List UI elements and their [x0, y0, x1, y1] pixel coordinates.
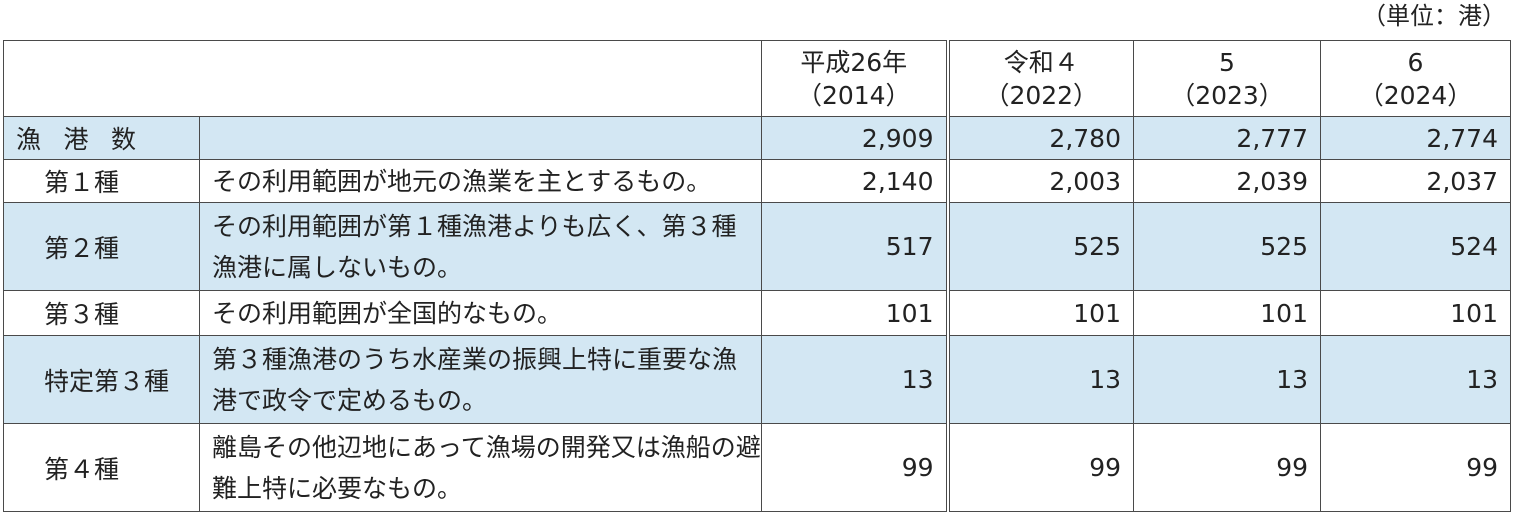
header-blank-cell [3, 40, 762, 117]
value-cell: 2,774 [1320, 116, 1511, 160]
value-cell: 2,039 [1133, 159, 1321, 203]
value-cell: 101 [1320, 290, 1511, 336]
value-cell: 99 [761, 423, 948, 512]
table-row: 第４種 離島その他辺地にあって漁場の開発又は漁船の避難上特に必要なもの。 99 … [3, 423, 1511, 512]
row-name: 第１種 [3, 159, 200, 203]
value-cell: 2,140 [761, 159, 948, 203]
row-description: その利用範囲が第１種漁港よりも広く、第３種漁港に属しないもの。 [199, 202, 762, 291]
value-cell: 2,780 [945, 116, 1134, 160]
row-name: 漁港数 [3, 116, 200, 160]
row-name: 第３種 [3, 290, 200, 336]
column-header-line2: （2022） [984, 80, 1099, 110]
value-cell: 2,777 [1133, 116, 1321, 160]
row-name: 第２種 [3, 202, 200, 291]
header-row: 平成26年 （2014） 令和４ （2022） 5 （2023） 6 （2024… [3, 40, 1511, 117]
column-header-line1: 平成26年 [800, 47, 908, 77]
column-header-line2: （2023） [1170, 80, 1284, 110]
value-cell: 2,037 [1320, 159, 1511, 203]
value-cell: 101 [1133, 290, 1321, 336]
table-row: 漁港数 2,909 2,780 2,777 2,774 [3, 116, 1511, 160]
value-cell: 99 [1133, 423, 1321, 512]
column-header: 5 （2023） [1133, 40, 1321, 117]
row-description: 第３種漁港のうち水産業の振興上特に重要な漁港で政令で定めるもの。 [199, 335, 762, 424]
unit-note: （単位：港） [1362, 2, 1506, 30]
fishing-port-table: 平成26年 （2014） 令和４ （2022） 5 （2023） 6 （2024… [3, 40, 1511, 512]
row-description: 離島その他辺地にあって漁場の開発又は漁船の避難上特に必要なもの。 [199, 423, 762, 512]
row-name: 特定第３種 [3, 335, 200, 424]
value-cell: 525 [945, 202, 1134, 291]
value-cell: 517 [761, 202, 948, 291]
column-header: 6 （2024） [1320, 40, 1511, 117]
value-cell: 525 [1133, 202, 1321, 291]
column-header-line2: （2024） [1358, 80, 1473, 110]
value-cell: 101 [761, 290, 948, 336]
column-header-line2: （2014） [796, 80, 911, 110]
table-row: 第１種 その利用範囲が地元の漁業を主とするもの。 2,140 2,003 2,0… [3, 159, 1511, 203]
value-cell: 13 [761, 335, 948, 424]
table-row: 第３種 その利用範囲が全国的なもの。 101 101 101 101 [3, 290, 1511, 336]
value-cell: 99 [1320, 423, 1511, 512]
value-cell: 99 [945, 423, 1134, 512]
column-header: 平成26年 （2014） [761, 40, 948, 117]
column-header-line1: 6 [1407, 47, 1424, 77]
value-cell: 13 [945, 335, 1134, 424]
row-description: その利用範囲が全国的なもの。 [199, 290, 762, 336]
value-cell: 13 [1133, 335, 1321, 424]
value-cell: 2,003 [945, 159, 1134, 203]
column-header-line1: 5 [1219, 47, 1235, 77]
value-cell: 2,909 [761, 116, 948, 160]
table-row: 第２種 その利用範囲が第１種漁港よりも広く、第３種漁港に属しないもの。 517 … [3, 202, 1511, 291]
column-header-line1: 令和４ [1003, 47, 1079, 77]
row-name: 第４種 [3, 423, 200, 512]
row-description: その利用範囲が地元の漁業を主とするもの。 [199, 159, 762, 203]
value-cell: 524 [1320, 202, 1511, 291]
value-cell: 13 [1320, 335, 1511, 424]
column-header: 令和４ （2022） [945, 40, 1134, 117]
row-description [199, 116, 762, 160]
value-cell: 101 [945, 290, 1134, 336]
table-row: 特定第３種 第３種漁港のうち水産業の振興上特に重要な漁港で政令で定めるもの。 1… [3, 335, 1511, 424]
